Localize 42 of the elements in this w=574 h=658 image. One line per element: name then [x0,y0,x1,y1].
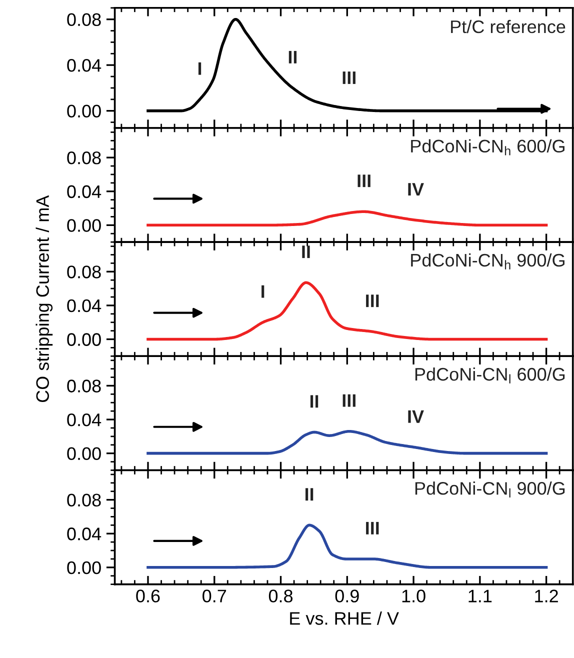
x-tick-label: 1.0 [402,590,426,602]
x-tick-label: 0.6 [136,590,160,602]
text: PdCoNi-CN$_{h}$ 600/G [411,139,564,156]
y-tick-label: 0.04 [67,528,102,540]
y-tick-label: 0.04 [67,59,102,72]
x-axis-title: E vs. RHE / V [290,612,399,625]
annotation: IV [408,183,424,196]
text: PdCoNi-CN$_{l}$ 600/G [415,367,565,384]
annotation: I [262,285,264,298]
text: PdCoNi-CN$_{h}$ 900/G [411,253,564,270]
y-tick-label: 0.08 [67,380,101,392]
y-axis-title: CO stripping Current / mA [36,195,53,402]
annotation: III [342,394,356,407]
y-tick-label: 0.08 [67,494,101,507]
annotation: I [198,62,202,75]
annotation: II [288,50,297,64]
annotation: II [302,246,310,258]
x-tick-label: 1.1 [468,590,492,602]
y-tick-label: 0.00 [67,561,101,574]
annotation: II [310,395,318,408]
y-tick-label: 0.00 [67,104,101,118]
y-tick-label: 0.00 [67,333,101,346]
x-tick-label: 0.8 [268,590,293,602]
annotation: III [366,522,379,534]
y-tick-label: 0.00 [67,219,101,232]
y-tick-label: 0.04 [67,299,102,312]
annotation: IV [408,410,424,423]
legend-label: Pt/C reference [451,20,566,34]
y-tick-label: 0.04 [67,185,102,198]
text: PdCoNi-CN$_{l}$ 900/G [415,482,565,498]
y-tick-label: 0.08 [67,13,101,26]
annotation: III [358,174,370,188]
x-tick-label: 1.2 [535,590,558,602]
x-tick-label: 0.9 [335,590,359,602]
y-tick-label: 0.04 [67,413,102,426]
annotation: III [342,72,356,84]
y-tick-label: 0.08 [67,266,101,278]
annotation: II [306,488,314,501]
y-tick-label: 0.00 [67,447,101,460]
x-tick-label: 0.7 [202,590,226,602]
annotation: III [366,294,379,308]
y-tick-label: 0.08 [67,151,101,164]
